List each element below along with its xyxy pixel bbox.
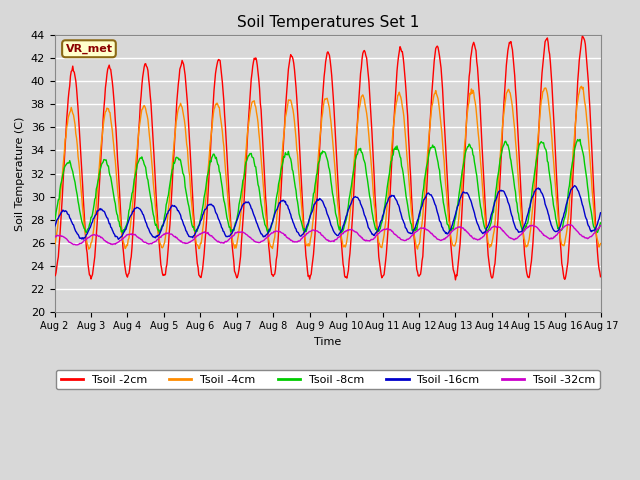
Tsoil -4cm xyxy=(578,84,586,89)
Tsoil -4cm xyxy=(411,233,419,239)
Tsoil -8cm xyxy=(202,186,209,192)
Tsoil -2cm xyxy=(116,209,124,215)
Tsoil -16cm xyxy=(173,205,180,211)
Tsoil -16cm xyxy=(202,206,209,212)
Line: Tsoil -32cm: Tsoil -32cm xyxy=(54,225,600,245)
Line: Tsoil -2cm: Tsoil -2cm xyxy=(54,36,600,280)
X-axis label: Time: Time xyxy=(314,337,342,347)
Tsoil -4cm xyxy=(596,240,604,246)
Tsoil -32cm xyxy=(596,223,604,228)
Text: VR_met: VR_met xyxy=(65,44,113,54)
Tsoil -8cm xyxy=(61,165,68,170)
Tsoil -4cm xyxy=(85,246,93,252)
Tsoil -8cm xyxy=(119,230,127,236)
Y-axis label: Soil Temperature (C): Soil Temperature (C) xyxy=(15,116,25,231)
Tsoil -4cm xyxy=(118,228,125,234)
Tsoil -2cm xyxy=(61,156,68,162)
Tsoil -4cm xyxy=(202,198,209,204)
Tsoil -16cm xyxy=(61,209,68,215)
Tsoil -8cm xyxy=(596,220,604,226)
Tsoil -32cm xyxy=(202,230,209,236)
Tsoil -32cm xyxy=(173,235,180,240)
Line: Tsoil -8cm: Tsoil -8cm xyxy=(54,139,600,233)
Legend: Tsoil -2cm, Tsoil -4cm, Tsoil -8cm, Tsoil -16cm, Tsoil -32cm: Tsoil -2cm, Tsoil -4cm, Tsoil -8cm, Tsoi… xyxy=(56,370,600,389)
Tsoil -4cm xyxy=(395,92,403,97)
Tsoil -16cm xyxy=(596,210,604,216)
Tsoil -16cm xyxy=(115,237,122,242)
Tsoil -32cm xyxy=(395,235,403,240)
Tsoil -2cm xyxy=(51,272,58,278)
Tsoil -8cm xyxy=(411,227,419,232)
Tsoil -2cm xyxy=(452,277,460,283)
Tsoil -32cm xyxy=(51,234,58,240)
Tsoil -32cm xyxy=(411,230,419,236)
Tsoil -16cm xyxy=(411,226,419,232)
Tsoil -4cm xyxy=(61,148,68,154)
Line: Tsoil -16cm: Tsoil -16cm xyxy=(54,186,600,240)
Tsoil -8cm xyxy=(395,147,403,153)
Tsoil -8cm xyxy=(576,136,584,142)
Tsoil -8cm xyxy=(51,217,58,223)
Tsoil -32cm xyxy=(61,234,68,240)
Tsoil -2cm xyxy=(172,114,180,120)
Line: Tsoil -4cm: Tsoil -4cm xyxy=(54,86,600,249)
Tsoil -4cm xyxy=(51,243,58,249)
Tsoil -16cm xyxy=(571,183,579,189)
Tsoil -32cm xyxy=(564,222,572,228)
Tsoil -8cm xyxy=(116,224,124,230)
Tsoil -2cm xyxy=(410,230,417,236)
Tsoil -2cm xyxy=(201,240,209,246)
Tsoil -4cm xyxy=(173,116,180,122)
Tsoil -32cm xyxy=(118,237,125,243)
Tsoil -2cm xyxy=(596,274,604,280)
Tsoil -16cm xyxy=(118,234,125,240)
Tsoil -2cm xyxy=(394,60,402,66)
Title: Soil Temperatures Set 1: Soil Temperatures Set 1 xyxy=(237,15,419,30)
Tsoil -2cm xyxy=(579,34,586,39)
Tsoil -16cm xyxy=(51,224,58,229)
Tsoil -8cm xyxy=(173,155,180,160)
Tsoil -32cm xyxy=(74,242,81,248)
Tsoil -16cm xyxy=(395,202,403,208)
